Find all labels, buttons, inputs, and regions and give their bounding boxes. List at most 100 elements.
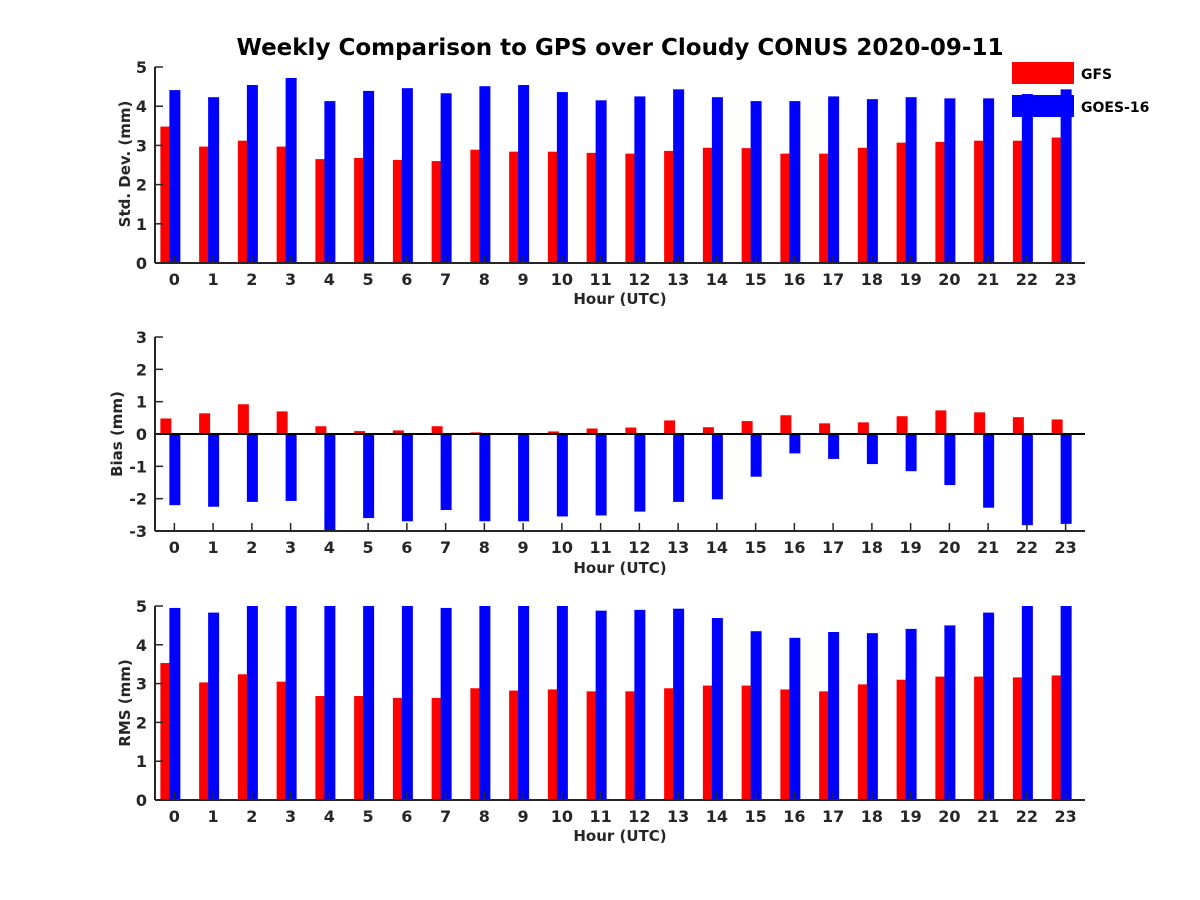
- rms-bar-gfs-10: [547, 689, 559, 800]
- std-dev-xtick-label-21: 21: [977, 270, 999, 289]
- std-dev-bar-gfs-13: [664, 150, 676, 263]
- rms-xtick-label-12: 12: [628, 807, 650, 826]
- bias-bar-goes16-22: [1021, 434, 1033, 526]
- bias-bar-goes16-19: [905, 434, 917, 472]
- bias-bar-gfs-19: [896, 416, 908, 434]
- rms-xtick-label-15: 15: [744, 807, 766, 826]
- bias-xtick-label-4: 4: [324, 538, 335, 557]
- std-dev-xtick-label-3: 3: [285, 270, 296, 289]
- std-dev-xtick-label-13: 13: [667, 270, 689, 289]
- std-dev-xtick-label-8: 8: [479, 270, 490, 289]
- std-dev-bar-gfs-14: [702, 147, 714, 263]
- bias-bar-gfs-18: [857, 422, 869, 434]
- bias-bar-goes16-3: [285, 434, 297, 501]
- bias-bar-goes16-7: [440, 434, 452, 510]
- bias-bar-gfs-16: [780, 415, 792, 434]
- rms-bar-gfs-21: [974, 676, 986, 800]
- rms-bar-goes16-21: [983, 612, 995, 800]
- std-dev-bar-gfs-6: [392, 159, 404, 263]
- bias-xtick-label-14: 14: [706, 538, 728, 557]
- std-dev-bar-gfs-20: [935, 141, 947, 263]
- legend: GFS GOES-16: [1012, 62, 1149, 117]
- std-dev-xtick-label-6: 6: [401, 270, 412, 289]
- std-dev-bar-gfs-12: [625, 153, 637, 263]
- bias-xtick-label-18: 18: [861, 538, 883, 557]
- rms-ytick-label-2: 2: [136, 713, 147, 732]
- std-dev-bar-goes16-22: [1021, 94, 1033, 263]
- std-dev-xtick-label-2: 2: [246, 270, 257, 289]
- bias-ytick-label-2: 2: [136, 360, 147, 379]
- bias-bar-gfs-21: [974, 412, 986, 434]
- std-dev-bar-goes16-10: [556, 92, 568, 263]
- bias-bar-gfs-14: [702, 427, 714, 434]
- rms-ytick-label-5: 5: [136, 597, 147, 616]
- bias-bar-gfs-15: [741, 421, 753, 434]
- bias-xtick-label-5: 5: [363, 538, 374, 557]
- std-dev-xtick-label-7: 7: [440, 270, 451, 289]
- panel-rms-ylabel: RMS (mm): [116, 659, 134, 746]
- bias-bar-gfs-4: [315, 426, 327, 434]
- std-dev-xtick-label-11: 11: [589, 270, 611, 289]
- bias-xtick-label-7: 7: [440, 538, 451, 557]
- bias-bar-goes16-11: [595, 434, 607, 516]
- rms-bar-gfs-13: [664, 688, 676, 800]
- bias-bar-goes16-5: [363, 434, 375, 519]
- rms-bar-goes16-3: [285, 606, 297, 800]
- std-dev-bar-goes16-4: [324, 101, 336, 263]
- rms-bar-gfs-5: [354, 696, 366, 800]
- legend-label-gfs: GFS: [1081, 67, 1112, 83]
- rms-bar-gfs-12: [625, 691, 637, 800]
- std-dev-bar-gfs-2: [237, 140, 249, 263]
- bias-bar-gfs-23: [1051, 419, 1063, 434]
- rms-bar-goes16-15: [750, 631, 762, 800]
- std-dev-bar-gfs-15: [741, 148, 753, 263]
- bias-bar-goes16-9: [518, 434, 530, 522]
- rms-bar-gfs-14: [702, 685, 714, 800]
- rms-xtick-label-3: 3: [285, 807, 296, 826]
- bias-ytick-label--3: -3: [129, 522, 147, 541]
- std-dev-bar-goes16-9: [518, 85, 530, 263]
- std-dev-bar-gfs-21: [974, 140, 986, 263]
- bias-bar-goes16-10: [556, 434, 568, 517]
- bias-bar-gfs-7: [431, 426, 443, 434]
- std-dev-xtick-label-10: 10: [551, 270, 573, 289]
- std-dev-bar-goes16-18: [866, 99, 878, 263]
- rms-ytick-label-3: 3: [136, 675, 147, 694]
- figure-title: Weekly Comparison to GPS over Cloudy CON…: [237, 35, 1004, 61]
- rms-bar-goes16-18: [866, 633, 878, 800]
- std-dev-bar-gfs-0: [160, 126, 172, 263]
- std-dev-bar-gfs-11: [586, 152, 598, 263]
- rms-xtick-label-4: 4: [324, 807, 335, 826]
- rms-ytick-label-0: 0: [136, 791, 147, 810]
- bias-ytick-label--2: -2: [129, 490, 147, 509]
- rms-bar-gfs-19: [896, 679, 908, 800]
- bias-bar-gfs-11: [586, 428, 598, 434]
- rms-xtick-label-22: 22: [1016, 807, 1038, 826]
- bias-bar-goes16-18: [866, 434, 878, 465]
- panel-bias-ylabel: Bias (mm): [108, 391, 126, 477]
- rms-bar-gfs-3: [276, 681, 288, 800]
- rms-bar-goes16-13: [673, 608, 685, 800]
- rms-bar-gfs-8: [470, 688, 482, 800]
- std-dev-ytick-label-0: 0: [136, 254, 147, 273]
- rms-bar-goes16-14: [711, 618, 723, 800]
- bias-xtick-label-15: 15: [744, 538, 766, 557]
- bias-xtick-label-3: 3: [285, 538, 296, 557]
- std-dev-bar-gfs-4: [315, 159, 327, 263]
- rms-bar-gfs-16: [780, 689, 792, 800]
- std-dev-xtick-label-14: 14: [706, 270, 728, 289]
- bias-bar-gfs-5: [354, 431, 366, 434]
- rms-bar-goes16-17: [828, 631, 840, 800]
- panel-bias-bars: [160, 404, 1072, 531]
- bias-ytick-label-3: 3: [136, 328, 147, 347]
- std-dev-xtick-label-22: 22: [1016, 270, 1038, 289]
- std-dev-bar-gfs-8: [470, 149, 482, 263]
- bias-ytick-label-1: 1: [136, 393, 147, 412]
- bias-bar-goes16-17: [828, 434, 840, 459]
- bias-xtick-label-1: 1: [208, 538, 219, 557]
- legend-swatch-gfs: [1012, 62, 1074, 84]
- bias-xtick-label-6: 6: [401, 538, 412, 557]
